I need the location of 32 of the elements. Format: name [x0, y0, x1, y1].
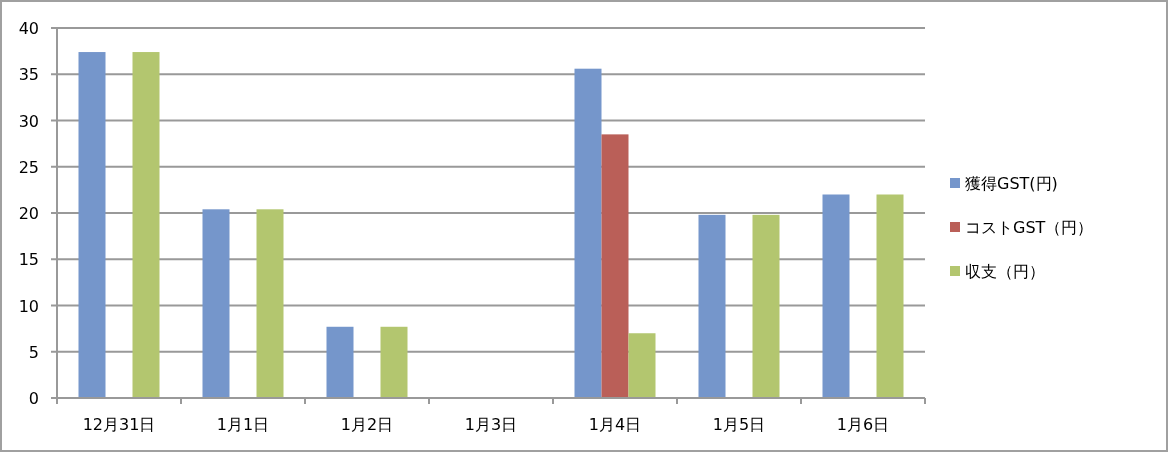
bar — [256, 209, 284, 398]
bar — [326, 326, 354, 398]
y-tick-label: 25 — [18, 157, 39, 177]
bar — [628, 333, 656, 398]
y-tick-label: 15 — [18, 250, 39, 270]
bar — [380, 326, 408, 398]
y-tick-label: 10 — [18, 296, 39, 316]
y-tick-label: 20 — [18, 204, 39, 223]
x-tick-label: 1月2日 — [340, 415, 394, 434]
y-tick-label: 5 — [28, 342, 39, 362]
x-tick-label: 1月3日 — [464, 415, 518, 434]
bar — [132, 52, 160, 398]
bar — [601, 134, 629, 398]
x-tick-label: 1月1日 — [216, 415, 270, 434]
legend-label: コストGST（円） — [965, 218, 1094, 237]
bar — [698, 214, 726, 398]
x-tick-label: 1月4日 — [588, 415, 642, 434]
bar — [752, 214, 780, 398]
bar — [822, 194, 850, 398]
bar — [876, 194, 904, 398]
y-tick-label: 30 — [18, 111, 39, 131]
legend-label: 収支（円） — [965, 262, 1045, 281]
y-tick-label: 0 — [28, 389, 39, 408]
x-tick-label: 12月31日 — [82, 415, 156, 434]
legend-label: 獲得GST(円) — [965, 174, 1058, 193]
bar — [78, 52, 106, 398]
x-tick-label: 1月6日 — [836, 415, 890, 434]
y-tick-label: 35 — [18, 65, 39, 85]
y-tick-label: 40 — [18, 19, 39, 38]
bar — [574, 68, 602, 398]
x-tick-label: 1月5日 — [712, 415, 766, 434]
bar — [202, 209, 230, 398]
